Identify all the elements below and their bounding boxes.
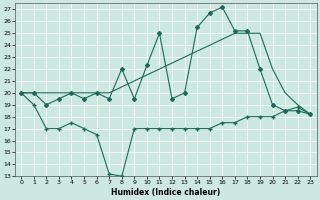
X-axis label: Humidex (Indice chaleur): Humidex (Indice chaleur)	[111, 188, 220, 197]
